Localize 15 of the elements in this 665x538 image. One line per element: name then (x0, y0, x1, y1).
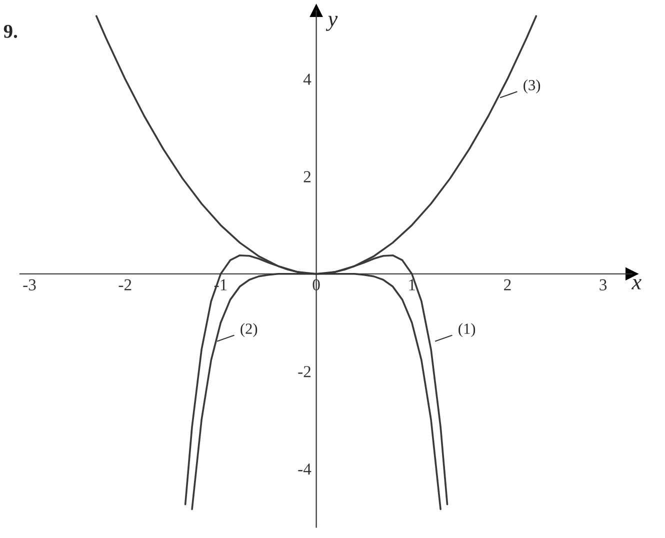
y-tick-label: 4 (303, 74, 312, 85)
text: 9. (4, 24, 18, 38)
x-axis-title: x (631, 279, 642, 290)
x-tick-label: -2 (118, 279, 132, 290)
x-tick-label: 2 (504, 279, 511, 290)
y-tick-label: -2 (298, 366, 311, 378)
y-tick-label: -4 (298, 464, 312, 475)
annotation: (1) (458, 323, 476, 338)
x-tick-label: 1 (409, 279, 416, 290)
y-tick-label: 2 (304, 171, 311, 182)
annotation: (2) (240, 323, 258, 338)
x-tick-label: 3 (600, 279, 607, 290)
x-tick-label: -3 (23, 279, 36, 290)
annotation: (3) (524, 80, 540, 94)
y-axis-title: y (326, 16, 338, 31)
